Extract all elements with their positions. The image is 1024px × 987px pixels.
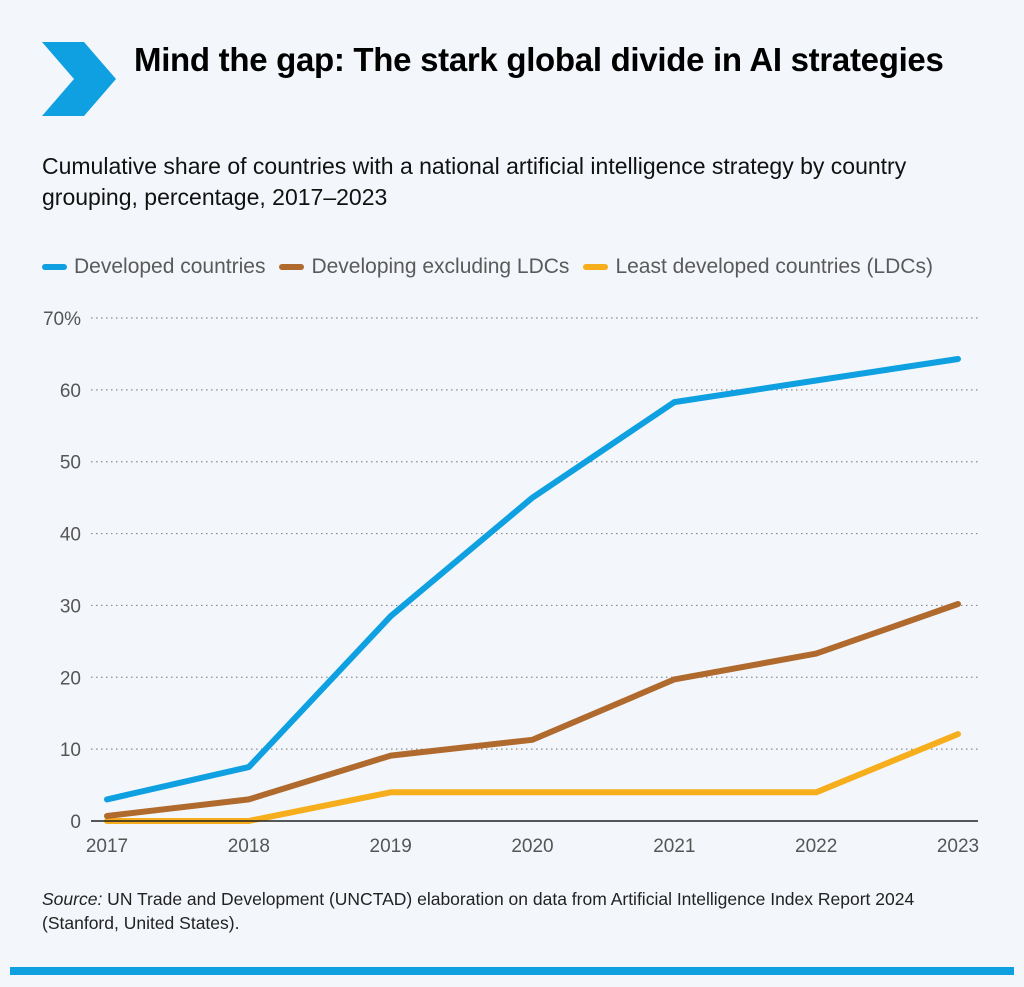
source-note: Source: UN Trade and Development (UNCTAD… bbox=[42, 887, 992, 935]
legend-item-developed: Developed countries bbox=[42, 255, 265, 279]
x-tick-label: 2023 bbox=[937, 836, 979, 857]
y-tick-label: 20 bbox=[60, 668, 81, 689]
chart-subtitle: Cumulative share of countries with a nat… bbox=[42, 153, 907, 210]
bottom-accent-bar bbox=[10, 967, 1014, 975]
y-tick-label: 10 bbox=[60, 740, 81, 761]
chart-legend: Developed countries Developing excluding… bbox=[42, 253, 947, 281]
legend-label-developed: Developed countries bbox=[74, 255, 266, 278]
x-tick-label: 2017 bbox=[86, 836, 128, 857]
line-chart: 0 10 20 30 40 50 60 70% 2017 2018 2019 2020 2021 2022… bbox=[43, 309, 979, 857]
legend-swatch-developing bbox=[279, 264, 305, 270]
series-line-developed bbox=[104, 356, 961, 803]
x-tick-label: 2018 bbox=[228, 836, 270, 857]
x-tick-label: 2022 bbox=[795, 836, 837, 857]
legend-label-ldc: Least developed countries (LDCs) bbox=[615, 255, 933, 278]
series-line-developing bbox=[104, 601, 961, 819]
x-tick-label: 2019 bbox=[370, 836, 412, 857]
legend-swatch-developed bbox=[42, 264, 67, 270]
legend-item-developing: Developing excluding LDCs bbox=[279, 255, 569, 279]
x-tick-label: 2020 bbox=[511, 836, 553, 857]
series-line-ldc bbox=[104, 731, 961, 824]
y-tick-label: 50 bbox=[60, 453, 81, 474]
series-layer bbox=[104, 356, 961, 824]
x-tick-label: 2021 bbox=[653, 836, 695, 857]
legend-label-developing: Developing excluding LDCs bbox=[311, 255, 570, 278]
chart-header: Mind the gap: The stark global divide in… bbox=[42, 40, 1002, 124]
chart-title: Mind the gap: The stark global divide in… bbox=[134, 41, 944, 78]
chevron-right-icon bbox=[42, 42, 116, 116]
grid-layer bbox=[91, 317, 978, 750]
legend-swatch-ldc bbox=[583, 264, 609, 270]
y-tick-label: 0 bbox=[70, 812, 81, 833]
y-tick-label: 70% bbox=[43, 309, 81, 330]
axis-layer: 0 10 20 30 40 50 60 70% 2017 2018 2019 2020 2021 2022… bbox=[43, 309, 979, 857]
y-tick-label: 30 bbox=[60, 596, 81, 617]
y-tick-label: 40 bbox=[60, 525, 81, 546]
source-text: UN Trade and Development (UNCTAD) elabor… bbox=[42, 889, 915, 933]
legend-item-ldc: Least developed countries (LDCs) bbox=[583, 255, 933, 279]
y-tick-label: 60 bbox=[60, 381, 81, 402]
source-prefix: Source: bbox=[42, 889, 103, 909]
